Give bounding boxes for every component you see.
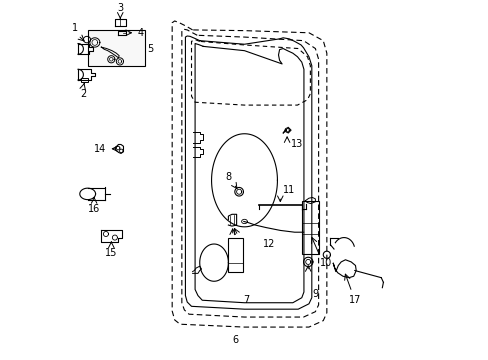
Text: 8: 8: [225, 172, 231, 182]
Text: 4: 4: [137, 28, 143, 38]
Text: 7: 7: [242, 295, 248, 305]
Text: 1: 1: [72, 23, 79, 33]
Text: 5: 5: [147, 44, 153, 54]
Text: 13: 13: [290, 139, 303, 149]
Text: 2: 2: [80, 89, 86, 99]
Text: 9: 9: [312, 289, 318, 300]
Text: 12: 12: [263, 239, 275, 249]
Bar: [228, 238, 242, 271]
Text: 10: 10: [320, 258, 332, 268]
Bar: [81, 78, 88, 82]
Text: 16: 16: [88, 203, 100, 213]
Text: 17: 17: [348, 295, 360, 305]
Text: 11: 11: [283, 185, 295, 195]
Text: 6: 6: [232, 335, 238, 345]
Bar: [87, 30, 144, 66]
Bar: [301, 201, 318, 254]
Text: 3: 3: [117, 4, 123, 13]
Text: 14: 14: [94, 144, 106, 154]
Text: 15: 15: [105, 248, 117, 258]
